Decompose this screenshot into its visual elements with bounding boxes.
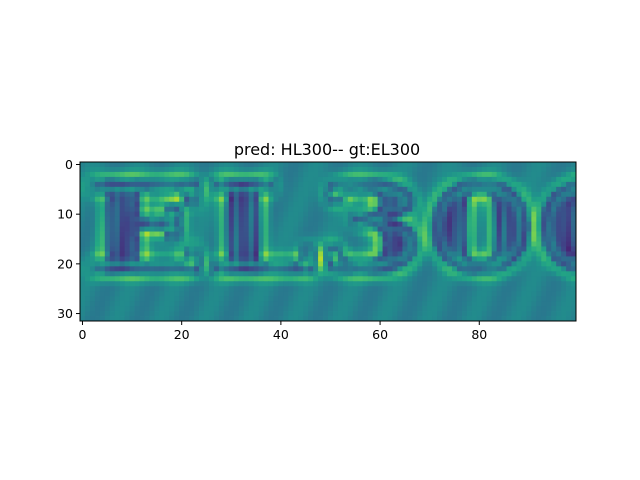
y-tick-label: 30 [57,306,73,321]
x-axis: 0 20 40 60 80 [79,321,487,342]
x-tick-label: 40 [273,327,289,342]
x-tick-label: 80 [471,327,487,342]
heatmap-image [80,162,577,322]
chart-title: pred: HL300-- gt:EL300 [234,140,420,159]
y-tick-label: 20 [57,256,73,271]
y-axis: 0 10 20 30 [57,157,80,321]
y-tick-label: 10 [57,207,73,222]
x-tick-label: 20 [174,327,190,342]
axes-frame [79,161,577,322]
y-tick-label: 0 [65,157,73,172]
x-tick-label: 0 [79,327,87,342]
x-tick-label: 60 [372,327,388,342]
